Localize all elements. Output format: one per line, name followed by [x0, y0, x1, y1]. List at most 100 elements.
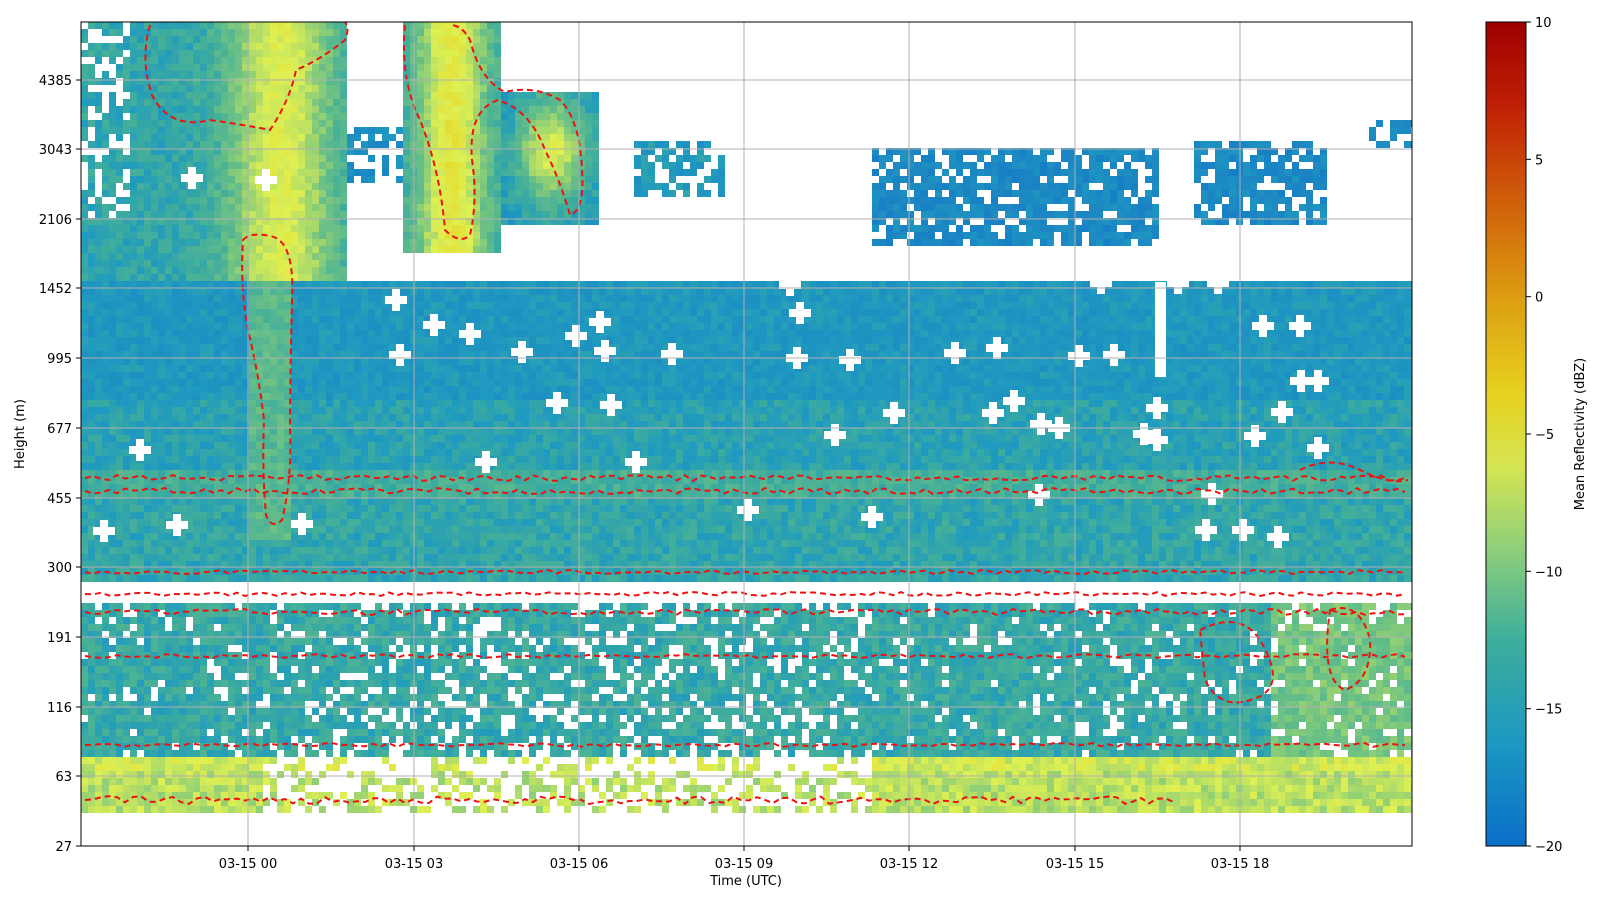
heatmap-cell	[1369, 134, 1376, 141]
heatmap-cell	[340, 148, 347, 155]
heatmap-cell	[1257, 302, 1264, 309]
heatmap-cell	[928, 337, 935, 344]
heatmap-cell	[970, 344, 977, 351]
heatmap-cell	[473, 155, 480, 162]
heatmap-cell	[641, 190, 648, 197]
heatmap-cell	[739, 344, 746, 351]
heatmap-cell	[200, 232, 207, 239]
heatmap-cell	[1019, 281, 1026, 288]
heatmap-cell	[172, 211, 179, 218]
heatmap-cell	[452, 302, 459, 309]
heatmap-cell	[550, 295, 557, 302]
heatmap-cell	[270, 337, 277, 344]
heatmap-cell	[956, 281, 963, 288]
heatmap-cell	[1040, 295, 1047, 302]
heatmap-cell	[452, 295, 459, 302]
heatmap-cell	[1124, 176, 1131, 183]
heatmap-cell	[158, 239, 165, 246]
heatmap-cell	[669, 148, 676, 155]
heatmap-cell	[389, 337, 396, 344]
heatmap-cell	[1089, 309, 1096, 316]
heatmap-cell	[102, 155, 109, 162]
heatmap-cell	[88, 64, 95, 71]
heatmap-cell	[109, 162, 116, 169]
heatmap-cell	[445, 71, 452, 78]
heatmap-cell	[207, 155, 214, 162]
heatmap-cell	[1117, 295, 1124, 302]
heatmap-cell	[949, 155, 956, 162]
heatmap-cell	[1334, 302, 1341, 309]
heatmap-cell	[375, 337, 382, 344]
heatmap-cell	[1117, 148, 1124, 155]
heatmap-cell	[1257, 190, 1264, 197]
heatmap-cell	[571, 316, 578, 323]
heatmap-cell	[949, 232, 956, 239]
heatmap-cell	[186, 316, 193, 323]
heatmap-cell	[1250, 211, 1257, 218]
heatmap-cell	[963, 148, 970, 155]
heatmap-cell	[774, 309, 781, 316]
heatmap-cell	[158, 260, 165, 267]
heatmap-cell	[1131, 155, 1138, 162]
heatmap-cell	[1152, 225, 1159, 232]
heatmap-cell	[893, 169, 900, 176]
heatmap-cell	[382, 127, 389, 134]
heatmap-cell	[242, 113, 249, 120]
heatmap-cell	[1362, 281, 1369, 288]
heatmap-cell	[340, 141, 347, 148]
heatmap-cell	[480, 344, 487, 351]
heatmap-cell	[158, 29, 165, 36]
heatmap-cell	[585, 113, 592, 120]
heatmap-cell	[459, 183, 466, 190]
heatmap-cell	[102, 323, 109, 330]
heatmap-cell	[137, 127, 144, 134]
heatmap-cell	[256, 323, 263, 330]
heatmap-cell	[1131, 176, 1138, 183]
heatmap-cell	[732, 316, 739, 323]
heatmap-cell	[655, 309, 662, 316]
heatmap-cell	[1131, 344, 1138, 351]
heatmap-cell	[347, 337, 354, 344]
heatmap-cell	[1082, 190, 1089, 197]
heatmap-cell	[529, 99, 536, 106]
heatmap-cell	[662, 330, 669, 337]
heatmap-cell	[1124, 148, 1131, 155]
heatmap-cell	[1243, 288, 1250, 295]
heatmap-cell	[1068, 281, 1075, 288]
heatmap-cell	[88, 344, 95, 351]
heatmap-cell	[417, 127, 424, 134]
heatmap-cell	[466, 295, 473, 302]
heatmap-cell	[1390, 330, 1397, 337]
heatmap-cell	[697, 288, 704, 295]
heatmap-cell	[151, 127, 158, 134]
heatmap-cell	[914, 197, 921, 204]
heatmap-cell	[312, 36, 319, 43]
heatmap-cell	[1019, 218, 1026, 225]
heatmap-cell	[697, 309, 704, 316]
heatmap-cell	[88, 358, 95, 365]
heatmap-cell	[1243, 183, 1250, 190]
heatmap-cell	[872, 211, 879, 218]
heatmap-cell	[319, 358, 326, 365]
heatmap-cell	[1404, 288, 1411, 295]
heatmap-cell	[529, 288, 536, 295]
heatmap-cell	[158, 232, 165, 239]
heatmap-cell	[151, 239, 158, 246]
heatmap-cell	[487, 64, 494, 71]
heatmap-cell	[1208, 337, 1215, 344]
heatmap-cell	[172, 358, 179, 365]
heatmap-cell	[487, 43, 494, 50]
heatmap-cell	[697, 316, 704, 323]
heatmap-cell	[508, 281, 515, 288]
heatmap-cell	[417, 225, 424, 232]
heatmap-cell	[1005, 183, 1012, 190]
heatmap-cell	[81, 323, 88, 330]
heatmap-cell	[1222, 211, 1229, 218]
heatmap-cell	[214, 50, 221, 57]
heatmap-cell	[1047, 295, 1054, 302]
heatmap-cell	[459, 43, 466, 50]
heatmap-cell	[501, 176, 508, 183]
heatmap-cell	[690, 309, 697, 316]
heatmap-cell	[718, 316, 725, 323]
heatmap-cell	[669, 288, 676, 295]
